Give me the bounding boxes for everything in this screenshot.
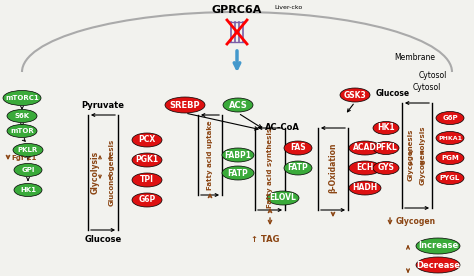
Ellipse shape [284, 141, 312, 155]
Text: GPI: GPI [21, 167, 35, 173]
Ellipse shape [349, 141, 381, 155]
Ellipse shape [223, 98, 253, 112]
Ellipse shape [3, 91, 41, 105]
Text: Cytosol: Cytosol [419, 70, 447, 79]
Ellipse shape [222, 148, 254, 162]
Ellipse shape [13, 144, 43, 156]
Ellipse shape [132, 173, 162, 187]
Text: G6P: G6P [442, 115, 458, 121]
Ellipse shape [132, 133, 162, 147]
Ellipse shape [373, 121, 399, 134]
Ellipse shape [436, 152, 464, 164]
Text: PHKA1: PHKA1 [438, 136, 462, 140]
Text: Liver-cko: Liver-cko [274, 5, 302, 10]
Text: Fatty acid uptake: Fatty acid uptake [207, 120, 213, 190]
Ellipse shape [436, 171, 464, 184]
Text: HK1: HK1 [20, 187, 36, 193]
Ellipse shape [340, 88, 370, 102]
Text: Pyruvate: Pyruvate [82, 101, 125, 110]
Text: GSK3: GSK3 [344, 91, 366, 100]
Text: Decrease: Decrease [416, 261, 460, 269]
Text: ECH: ECH [356, 163, 374, 172]
Text: G6P: G6P [138, 195, 155, 205]
Text: Glycogen: Glycogen [396, 217, 436, 227]
Text: PCX: PCX [138, 136, 155, 145]
Text: HK1: HK1 [377, 123, 395, 132]
Ellipse shape [7, 124, 37, 137]
Text: FAS: FAS [290, 144, 306, 153]
Text: PKLR: PKLR [18, 147, 38, 153]
Text: Fatty acid synthesis: Fatty acid synthesis [267, 128, 273, 208]
Text: Glycogenolysis: Glycogenolysis [420, 125, 426, 185]
Ellipse shape [222, 166, 254, 180]
Text: mTOR: mTOR [10, 128, 34, 134]
Text: PGM: PGM [441, 155, 459, 161]
Text: mTORC1: mTORC1 [5, 95, 39, 101]
Text: FATP: FATP [228, 169, 248, 177]
Ellipse shape [284, 161, 312, 175]
Ellipse shape [165, 97, 205, 113]
Ellipse shape [416, 238, 460, 254]
Ellipse shape [132, 153, 162, 167]
Text: Glucose: Glucose [84, 235, 122, 244]
Text: ELOVL: ELOVL [270, 193, 296, 203]
Ellipse shape [436, 131, 464, 145]
Ellipse shape [416, 257, 460, 273]
Ellipse shape [14, 163, 42, 176]
Text: TPI: TPI [140, 176, 154, 184]
Ellipse shape [436, 112, 464, 124]
Text: Gluconeogenesis: Gluconeogenesis [109, 138, 115, 206]
Text: Glucose: Glucose [376, 89, 410, 97]
Text: S6K: S6K [14, 113, 29, 119]
Text: FATP: FATP [288, 163, 309, 172]
Text: Membrane: Membrane [394, 54, 436, 62]
Ellipse shape [132, 193, 162, 207]
Text: ACS: ACS [228, 100, 247, 110]
Text: PYGL: PYGL [440, 175, 460, 181]
Text: FABP1: FABP1 [225, 150, 252, 160]
Text: Glycolysis: Glycolysis [91, 150, 100, 193]
Text: GPRC6A: GPRC6A [212, 5, 262, 15]
Ellipse shape [373, 142, 399, 155]
Text: AC-CoA: AC-CoA [265, 123, 300, 132]
Text: β-Oxidation: β-Oxidation [328, 143, 337, 193]
Ellipse shape [267, 191, 299, 205]
Ellipse shape [349, 181, 381, 195]
Text: PGK1: PGK1 [136, 155, 159, 164]
Text: Increase: Increase [418, 242, 458, 251]
Text: Glycogenesis: Glycogenesis [408, 129, 414, 181]
Ellipse shape [373, 161, 399, 174]
Ellipse shape [7, 110, 37, 123]
Text: SREBP: SREBP [170, 100, 201, 110]
Text: Fgf-21: Fgf-21 [11, 155, 36, 161]
Text: ↑ TAG: ↑ TAG [251, 235, 279, 244]
Ellipse shape [349, 161, 381, 175]
Text: Cytosol: Cytosol [413, 84, 441, 92]
Ellipse shape [14, 184, 42, 197]
Text: PFKL: PFKL [375, 144, 397, 153]
Text: ACAD: ACAD [353, 144, 377, 153]
Text: HADH: HADH [352, 184, 378, 192]
Text: GYS: GYS [378, 163, 394, 172]
